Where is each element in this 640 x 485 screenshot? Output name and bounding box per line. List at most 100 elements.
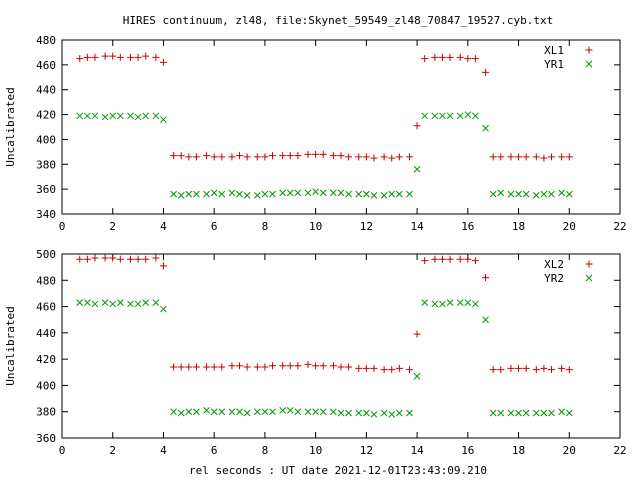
data-point: [312, 188, 319, 195]
data-point: [116, 255, 124, 263]
data-point: [236, 152, 244, 160]
data-point: [159, 262, 167, 270]
x-tick-label: 2: [109, 444, 116, 457]
data-point: [294, 362, 302, 370]
legend-marker: [585, 46, 593, 54]
data-point: [279, 362, 287, 370]
data-point: [355, 409, 363, 417]
data-point: [472, 112, 479, 120]
data-point: [464, 111, 472, 118]
data-point: [312, 362, 320, 370]
data-point: [522, 190, 530, 198]
x-tick-label: 10: [309, 444, 322, 457]
data-point: [355, 153, 363, 161]
data-point: [127, 112, 134, 120]
data-point: [497, 409, 505, 417]
data-point: [243, 153, 251, 161]
data-point: [177, 152, 185, 160]
data-point: [76, 112, 84, 120]
data-point: [185, 153, 193, 161]
data-point: [261, 363, 269, 371]
x-tick-label: 16: [461, 220, 474, 233]
data-point: [91, 254, 99, 262]
plot-panel-2: 0 2 4 6 8 10 12 14 16 18 20 22 360 380 400 420 440 460 480…: [4, 248, 627, 457]
data-point: [395, 153, 403, 161]
data-point: [279, 407, 287, 414]
data-point: [329, 362, 337, 370]
x-tick-label: 16: [461, 444, 474, 457]
data-point: [337, 152, 345, 160]
data-point: [286, 407, 294, 414]
data-point: [76, 55, 84, 63]
data-point: [203, 407, 210, 414]
x-tick-label: 10: [309, 220, 322, 233]
data-point: [116, 299, 124, 306]
data-point: [236, 190, 243, 198]
x-tick-label: 12: [360, 444, 373, 457]
data-point: [185, 363, 193, 371]
x-tick-label: 6: [211, 220, 218, 233]
data-point: [134, 113, 142, 121]
data-point: [170, 408, 177, 416]
data-point: [489, 190, 497, 198]
series-xl2: [76, 254, 573, 374]
data-point: [269, 190, 276, 198]
data-point: [193, 408, 200, 416]
data-point: [170, 363, 178, 371]
data-point: [91, 53, 99, 61]
data-point: [126, 53, 134, 61]
data-point: [330, 408, 337, 416]
data-point: [286, 152, 294, 160]
data-point: [319, 362, 327, 370]
data-point: [243, 409, 251, 417]
data-point: [319, 189, 327, 197]
data-point: [363, 409, 370, 417]
data-point: [210, 189, 218, 197]
data-point: [431, 112, 439, 120]
data-point: [109, 52, 117, 60]
data-point: [395, 364, 403, 372]
data-point: [152, 254, 160, 262]
data-point: [337, 409, 345, 417]
data-point: [101, 254, 109, 262]
data-point: [413, 122, 421, 130]
data-point: [413, 372, 421, 380]
legend-label: YR2: [544, 272, 564, 285]
x-tick-label: 18: [512, 444, 525, 457]
data-point: [203, 363, 211, 371]
legend-label: XL1: [544, 44, 564, 57]
data-point: [345, 190, 352, 198]
series-yr2: [76, 299, 573, 418]
data-point: [210, 153, 218, 161]
chart-title: HIRES continuum, zl48, file:Skynet_59549…: [123, 14, 553, 27]
data-point: [294, 408, 302, 416]
data-point: [279, 189, 287, 197]
data-point: [243, 363, 251, 371]
data-point: [456, 255, 464, 263]
data-point: [101, 299, 109, 306]
data-point: [395, 409, 403, 417]
data-point: [446, 299, 454, 306]
data-point: [203, 190, 210, 198]
data-point: [152, 112, 160, 120]
data-point: [532, 153, 540, 161]
data-point: [413, 330, 421, 338]
data-point: [236, 362, 244, 370]
x-tick-label: 8: [262, 444, 269, 457]
data-point: [497, 153, 505, 161]
data-point: [84, 299, 91, 306]
data-point: [482, 316, 489, 324]
data-point: [431, 300, 439, 308]
data-point: [101, 52, 109, 60]
y-tick-label: 420: [36, 109, 56, 122]
data-point: [489, 409, 497, 417]
data-point: [134, 255, 142, 263]
data-point: [565, 190, 573, 198]
data-point: [464, 255, 472, 263]
data-point: [142, 299, 150, 306]
data-point: [218, 408, 226, 416]
data-point: [76, 299, 84, 306]
legend-label: YR1: [544, 58, 564, 71]
data-point: [446, 53, 454, 61]
